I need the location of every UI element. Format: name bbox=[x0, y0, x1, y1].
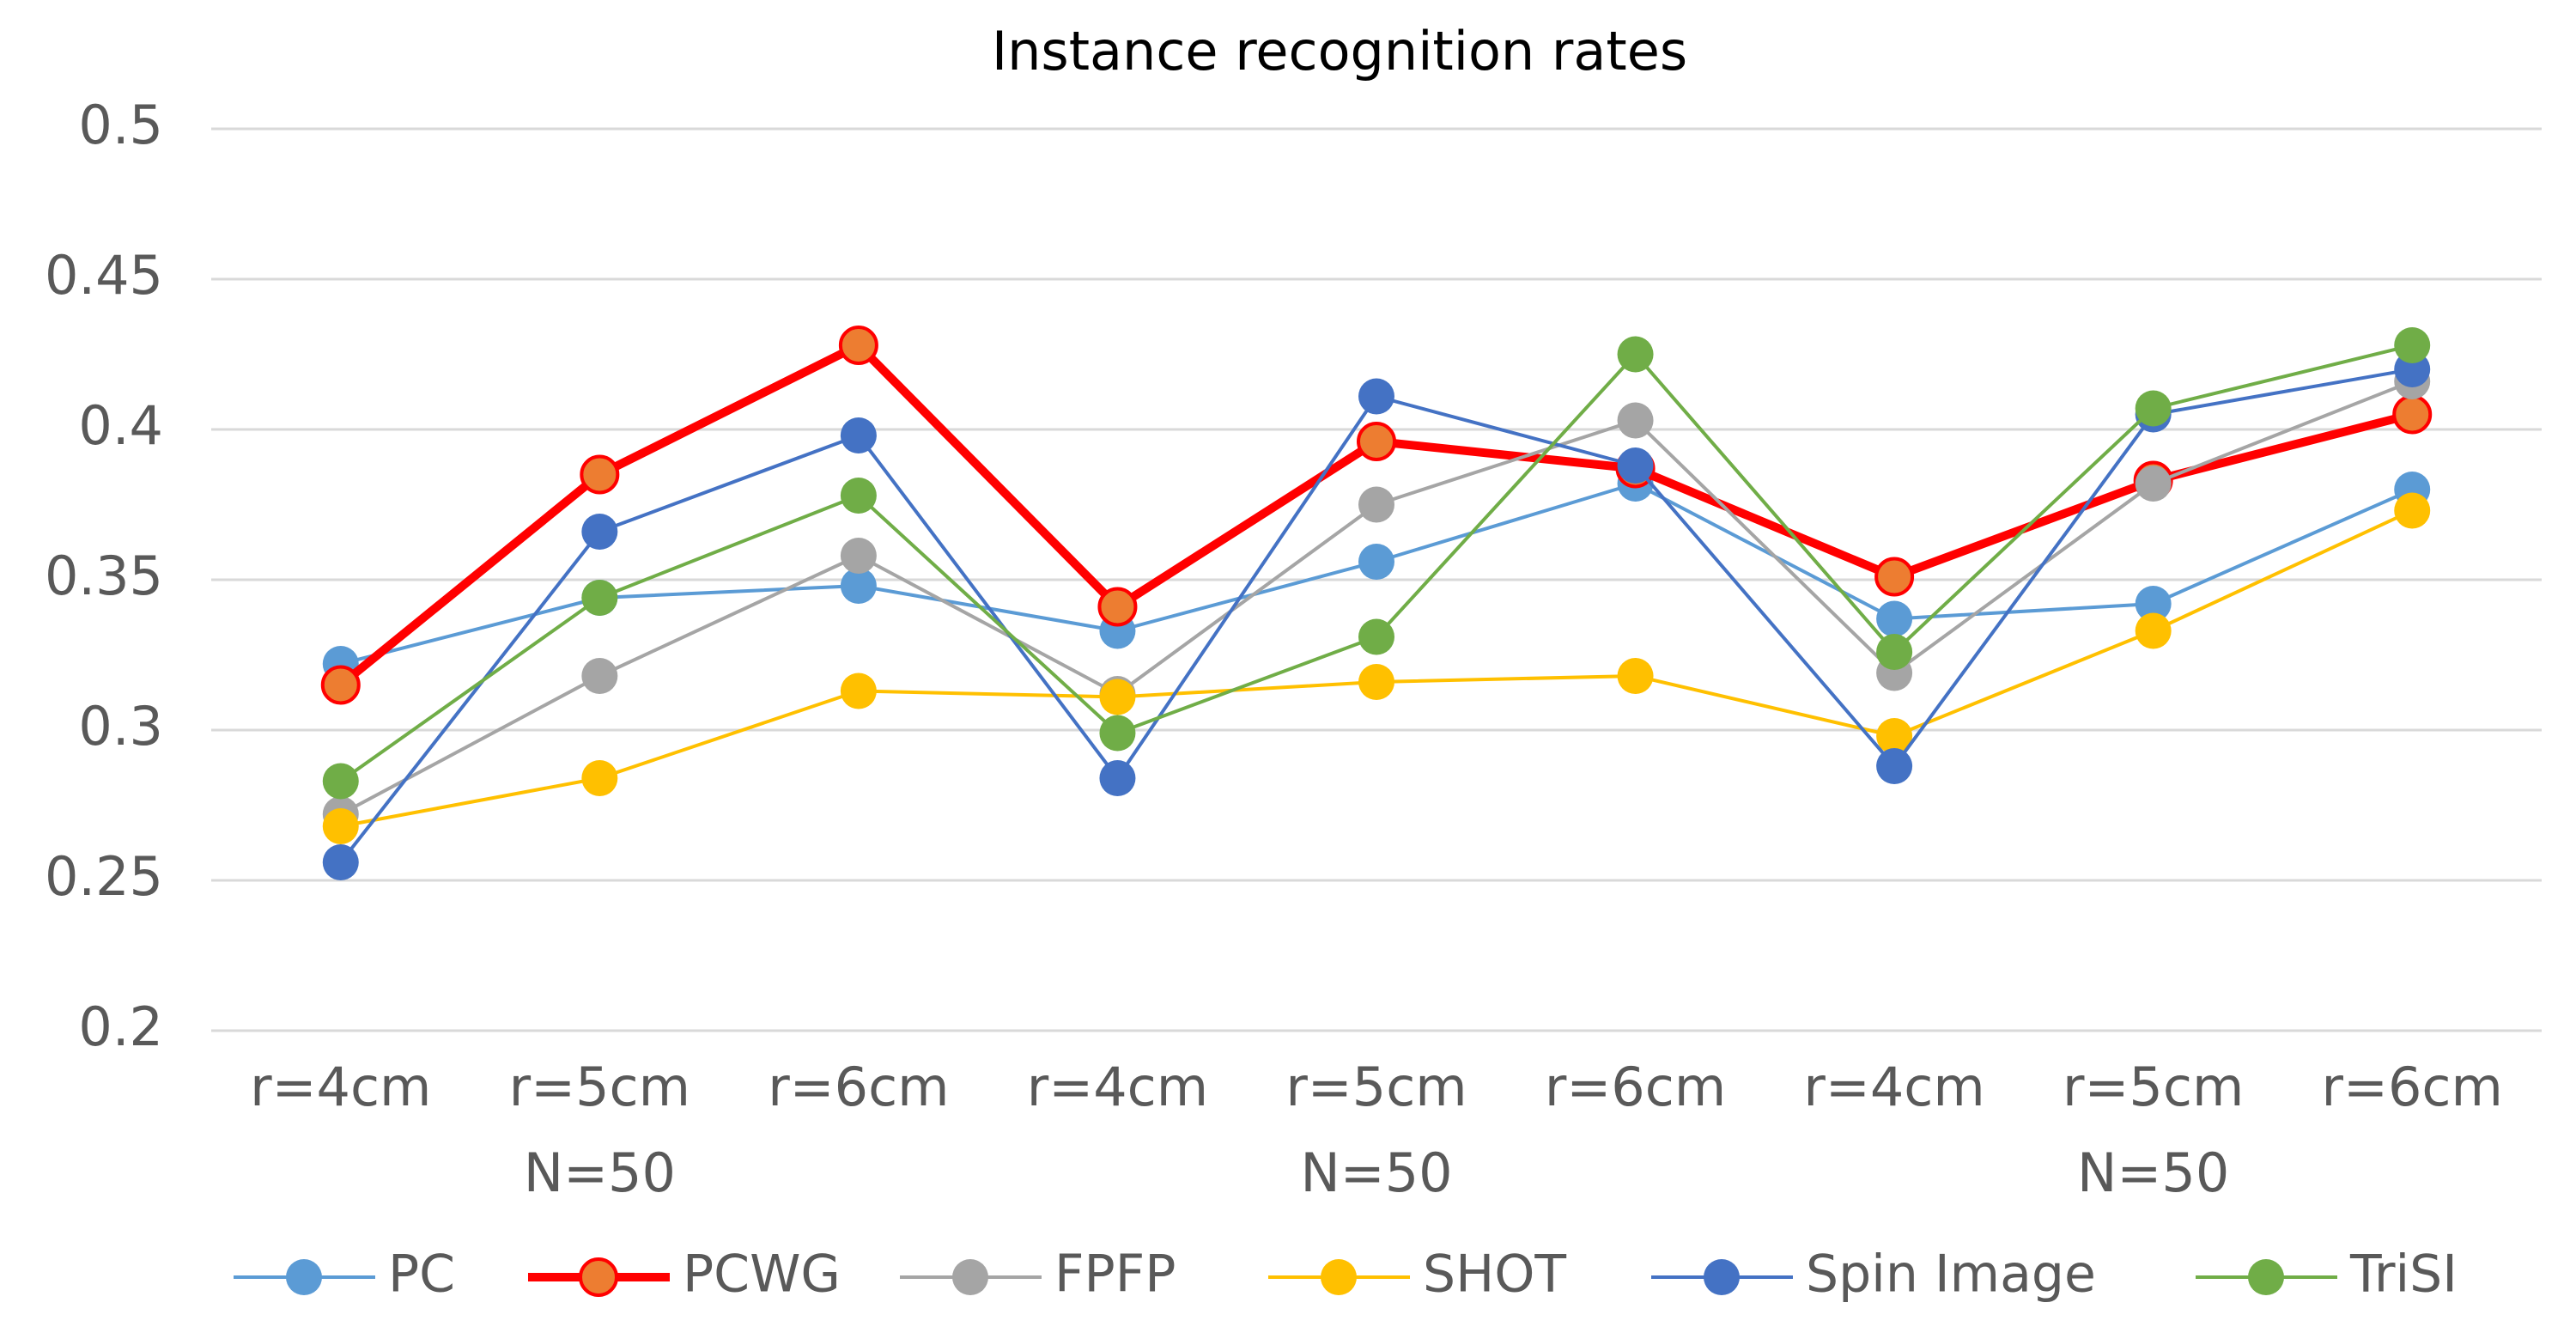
data-point bbox=[322, 844, 359, 880]
x-tick-label: r=4cm bbox=[250, 1056, 431, 1118]
legend-marker bbox=[2248, 1259, 2284, 1295]
legend-marker bbox=[579, 1257, 618, 1297]
data-point bbox=[2135, 612, 2172, 649]
x-tick-label: r=6cm bbox=[2322, 1056, 2503, 1118]
data-point bbox=[1358, 664, 1394, 700]
data-point bbox=[2135, 390, 2172, 427]
y-tick-label: 0.35 bbox=[45, 545, 163, 607]
y-tick-label: 0.25 bbox=[45, 845, 163, 908]
data-point bbox=[1358, 618, 1394, 655]
data-point bbox=[1876, 718, 1913, 754]
data-point bbox=[2394, 327, 2431, 363]
data-point bbox=[1099, 715, 1136, 752]
data-point bbox=[1099, 760, 1136, 796]
data-point bbox=[2135, 586, 2172, 622]
data-point bbox=[581, 514, 618, 550]
x-tick-label: r=5cm bbox=[1285, 1056, 1467, 1118]
data-point bbox=[1617, 402, 1654, 439]
data-point bbox=[840, 538, 877, 574]
data-point bbox=[1617, 447, 1654, 484]
data-point bbox=[1876, 634, 1913, 670]
data-point bbox=[1097, 587, 1138, 627]
legend-label: Spin Image bbox=[1806, 1245, 2096, 1305]
legend-label: TriSI bbox=[2349, 1245, 2458, 1305]
group-label: N=50 bbox=[1300, 1141, 1452, 1204]
group-label: N=50 bbox=[2077, 1141, 2229, 1204]
data-point bbox=[2135, 466, 2172, 502]
legend-marker bbox=[1704, 1259, 1740, 1295]
data-point bbox=[581, 580, 618, 616]
y-tick-label: 0.45 bbox=[45, 244, 163, 307]
y-tick-label: 0.5 bbox=[78, 94, 163, 156]
legend-label: SHOT bbox=[1423, 1245, 1566, 1305]
data-point bbox=[322, 808, 359, 844]
x-tick-label: r=5cm bbox=[509, 1056, 690, 1118]
data-point bbox=[320, 665, 361, 705]
data-point bbox=[1617, 658, 1654, 694]
data-point bbox=[840, 568, 877, 604]
x-tick-label: r=4cm bbox=[1803, 1056, 1984, 1118]
data-point bbox=[2394, 492, 2431, 529]
data-point bbox=[840, 417, 877, 453]
legend-label: PCWG bbox=[683, 1245, 841, 1305]
data-point bbox=[838, 326, 878, 365]
data-point bbox=[840, 673, 877, 709]
data-point bbox=[1617, 336, 1654, 373]
data-point bbox=[1874, 557, 1915, 597]
data-point bbox=[581, 658, 618, 694]
x-tick-label: r=5cm bbox=[2063, 1056, 2244, 1118]
legend-marker bbox=[952, 1259, 988, 1295]
data-point bbox=[322, 763, 359, 800]
y-tick-label: 0.4 bbox=[78, 394, 163, 457]
data-point bbox=[1876, 748, 1913, 784]
legend-marker bbox=[286, 1259, 322, 1295]
legend-label: FPFP bbox=[1054, 1245, 1176, 1305]
data-point bbox=[2392, 394, 2433, 435]
data-point bbox=[840, 478, 877, 514]
chart-title: Instance recognition rates bbox=[992, 20, 1687, 82]
data-point bbox=[1357, 422, 1396, 461]
group-label: N=50 bbox=[524, 1141, 676, 1204]
data-point bbox=[580, 454, 620, 495]
legend-label: PC bbox=[388, 1245, 455, 1305]
y-tick-label: 0.2 bbox=[78, 995, 163, 1058]
y-tick-label: 0.3 bbox=[78, 695, 163, 758]
data-point bbox=[1099, 679, 1136, 715]
legend-marker bbox=[1321, 1259, 1357, 1295]
x-tick-label: r=6cm bbox=[1545, 1056, 1726, 1118]
data-point bbox=[581, 760, 618, 796]
data-point bbox=[1876, 600, 1913, 637]
data-point bbox=[1358, 378, 1394, 415]
data-point bbox=[1358, 544, 1394, 580]
data-point bbox=[1358, 486, 1394, 523]
x-tick-label: r=4cm bbox=[1027, 1056, 1208, 1118]
x-tick-label: r=6cm bbox=[768, 1056, 949, 1118]
